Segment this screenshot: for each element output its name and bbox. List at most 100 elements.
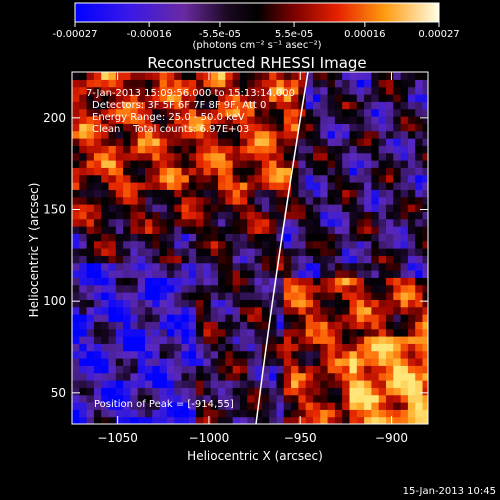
heatmap-cell bbox=[232, 255, 241, 264]
heatmap-cell bbox=[364, 394, 372, 403]
heatmap-cell bbox=[145, 189, 153, 198]
heatmap-cell bbox=[386, 123, 394, 132]
heatmap-cell bbox=[203, 387, 212, 396]
heatmap-cell bbox=[283, 365, 292, 374]
heatmap-cell bbox=[334, 270, 343, 278]
annotation-detectors: Detectors: 3F 5F 6F 7F 8F 9F, Att 0 bbox=[92, 100, 266, 111]
heatmap-cell bbox=[364, 167, 372, 176]
heatmap-cell bbox=[312, 365, 321, 374]
heatmap-cell bbox=[349, 211, 358, 220]
heatmap-cell bbox=[320, 328, 329, 337]
heatmap-cell bbox=[247, 196, 256, 205]
heatmap-cell bbox=[174, 108, 183, 117]
heatmap-cell bbox=[218, 336, 226, 344]
heatmap-cell bbox=[225, 79, 234, 88]
heatmap-cell bbox=[349, 182, 358, 190]
heatmap-cell bbox=[181, 277, 190, 286]
heatmap-cell bbox=[159, 138, 168, 146]
heatmap-cell bbox=[283, 167, 292, 176]
heatmap-cell bbox=[101, 255, 110, 264]
heatmap-cell bbox=[305, 86, 314, 95]
heatmap-cell bbox=[174, 402, 183, 410]
heatmap-cell bbox=[312, 233, 321, 242]
heatmap-cell bbox=[312, 387, 321, 396]
heatmap-cell bbox=[364, 292, 372, 300]
heatmap-cell bbox=[320, 196, 329, 205]
heatmap-cell bbox=[276, 365, 285, 374]
heatmap-cell bbox=[356, 72, 365, 80]
heatmap-cell bbox=[320, 248, 329, 256]
heatmap-cell bbox=[254, 116, 263, 124]
heatmap-cell bbox=[298, 167, 307, 176]
heatmap-cell bbox=[101, 372, 110, 381]
heatmap-cell bbox=[130, 284, 139, 293]
heatmap-cell bbox=[291, 365, 299, 374]
heatmap-cell bbox=[181, 204, 190, 212]
heatmap-cell bbox=[123, 343, 132, 352]
heatmap-cell bbox=[320, 336, 329, 344]
heatmap-cell bbox=[159, 174, 168, 183]
heatmap-cell bbox=[137, 394, 146, 403]
heatmap-cell bbox=[72, 101, 80, 110]
heatmap-cell bbox=[196, 152, 205, 161]
heatmap-cell bbox=[327, 365, 336, 374]
heatmap-cell bbox=[342, 182, 351, 190]
heatmap-cell bbox=[393, 226, 402, 234]
heatmap-cell bbox=[225, 409, 234, 418]
heatmap-cell bbox=[283, 72, 292, 80]
heatmap-cell bbox=[101, 365, 110, 374]
heatmap-cell bbox=[72, 240, 80, 249]
heatmap-cell bbox=[181, 160, 190, 168]
heatmap-cell bbox=[291, 204, 299, 212]
heatmap-cell bbox=[166, 152, 175, 161]
heatmap-cell bbox=[196, 255, 205, 264]
heatmap-cell bbox=[86, 138, 95, 146]
heatmap-cell bbox=[254, 321, 263, 330]
heatmap-cell bbox=[364, 211, 372, 220]
heatmap-cell bbox=[152, 292, 161, 300]
heatmap-cell bbox=[218, 262, 226, 271]
heatmap-cell bbox=[196, 343, 205, 352]
heatmap-cell bbox=[203, 211, 212, 220]
heatmap-cell bbox=[356, 255, 365, 264]
heatmap-cell bbox=[181, 350, 190, 359]
heatmap-cell bbox=[210, 255, 219, 264]
heatmap-cell bbox=[334, 79, 343, 88]
heatmap-cell bbox=[232, 299, 241, 308]
heatmap-cell bbox=[378, 101, 387, 110]
heatmap-cell bbox=[364, 152, 372, 161]
heatmap-cell bbox=[203, 101, 212, 110]
heatmap-cell bbox=[101, 299, 110, 308]
heatmap-cell bbox=[166, 262, 175, 271]
heatmap-cell bbox=[123, 350, 132, 359]
heatmap-cell bbox=[378, 314, 387, 322]
heatmap-cell bbox=[312, 270, 321, 278]
heatmap-cell bbox=[400, 138, 409, 146]
heatmap-cell bbox=[108, 343, 117, 352]
heatmap-cell bbox=[415, 284, 424, 293]
heatmap-cell bbox=[422, 152, 428, 161]
heatmap-cell bbox=[415, 321, 424, 330]
heatmap-cell bbox=[188, 108, 197, 117]
heatmap-cell bbox=[349, 255, 358, 264]
heatmap-cell bbox=[386, 387, 394, 396]
heatmap-cell bbox=[400, 336, 409, 344]
heatmap-cell bbox=[188, 343, 197, 352]
heatmap-cell bbox=[334, 211, 343, 220]
heatmap-cell bbox=[203, 262, 212, 271]
heatmap-cell bbox=[283, 79, 292, 88]
heatmap-cell bbox=[386, 204, 394, 212]
heatmap-cell bbox=[422, 284, 428, 293]
heatmap-cell bbox=[86, 174, 95, 183]
heatmap-cell bbox=[261, 72, 270, 80]
heatmap-cell bbox=[93, 152, 102, 161]
heatmap-cell bbox=[137, 306, 146, 315]
heatmap-cell bbox=[298, 145, 307, 154]
heatmap-cell bbox=[276, 409, 285, 418]
heatmap-cell bbox=[137, 72, 146, 80]
heatmap-cell bbox=[283, 182, 292, 190]
heatmap-cell bbox=[393, 218, 402, 227]
heatmap-cell bbox=[400, 321, 409, 330]
heatmap-cell bbox=[196, 306, 205, 315]
heatmap-cell bbox=[225, 189, 234, 198]
